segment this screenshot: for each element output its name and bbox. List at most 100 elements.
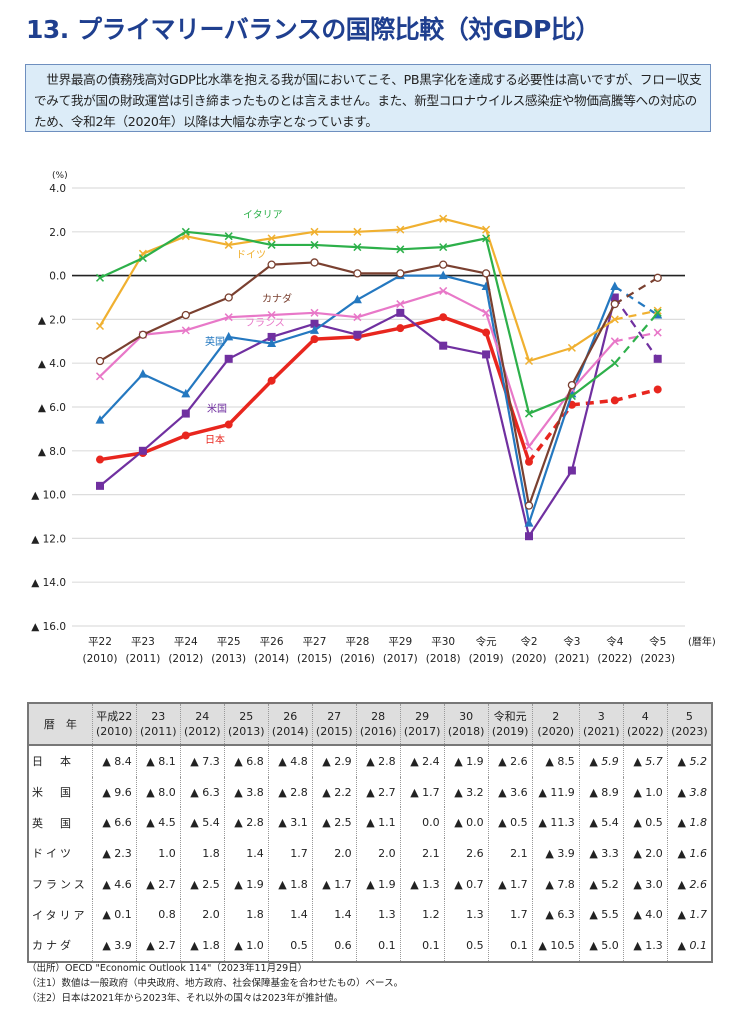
x-tick-year: (2023): [640, 653, 675, 665]
data-point: [610, 359, 619, 368]
data-point: [353, 330, 362, 339]
data-point: [481, 269, 491, 278]
x-tick-era: 令2: [520, 635, 537, 648]
data-point: [267, 240, 276, 249]
series-label: イタリア: [243, 209, 283, 221]
series-segment: [357, 228, 401, 233]
series-segment: [99, 373, 144, 421]
value-cell: ▲ 3.8: [666, 776, 712, 808]
header-era: 5: [685, 710, 693, 723]
data-point: [224, 232, 233, 241]
series-segment: [314, 261, 358, 275]
value-cell: ▲ 6.8: [223, 745, 269, 777]
data-point: [95, 321, 105, 331]
x-tick-era: 平25: [217, 636, 241, 648]
x-tick-era: 平22: [88, 636, 112, 648]
header-year: (2022): [627, 725, 664, 738]
series-segment: [442, 315, 487, 335]
note-1: （注1）数値は一般政府（中央政府、地方政府、社会保障基金を合わせたもの）ベース。: [27, 978, 404, 989]
data-point: [567, 466, 576, 475]
series-segment: [227, 379, 273, 426]
series-segment: [314, 311, 358, 319]
series-segment: [571, 318, 616, 349]
table-row: ドイツ ▲ 2.3 1.0 1.8 1.4 1.7 2.0 2.0 2.1 2.6 2.1 ▲ 3.9…: [27, 838, 712, 869]
series-segment: [614, 387, 659, 403]
value-cell: 1.2: [399, 899, 445, 931]
y-tick-label: ▲ 14.0: [31, 577, 66, 589]
data-point: [181, 326, 190, 335]
column-header: 令和元 (2019): [487, 703, 533, 746]
series-segment: [142, 373, 187, 395]
data-point: [439, 286, 448, 295]
series-label: カナダ: [262, 292, 292, 305]
x-tick-year: (2014): [254, 653, 289, 665]
data-point: [224, 354, 233, 363]
value-cell: ▲ 1.7: [311, 868, 357, 900]
series-segment: [228, 263, 273, 299]
table-row: フランス ▲ 4.6 ▲ 2.7 ▲ 2.5 ▲ 1.9 ▲ 1.8 ▲ 1.7 ▲ 1.9 ▲…: [27, 868, 712, 900]
data-point: [267, 332, 276, 341]
value-cell: ▲ 2.8: [223, 807, 269, 839]
series-segment: [442, 289, 487, 314]
value-cell: ▲ 0.0: [443, 807, 489, 839]
data-point: [482, 328, 491, 337]
series-segment: [185, 316, 230, 332]
data-point: [224, 293, 233, 302]
series-label: 日本: [205, 433, 225, 446]
data-point: [524, 518, 534, 527]
value-cell: ▲ 1.0: [223, 930, 269, 962]
value-cell: ▲ 1.3: [622, 930, 668, 962]
value-cell: 2.1: [399, 838, 445, 869]
table-row: 米 国 ▲ 9.6 ▲ 8.0 ▲ 6.3 ▲ 3.8 ▲ 2.8 ▲ 2.2 ▲ 2.7 ▲ …: [27, 776, 712, 808]
value-cell: ▲ 5.4: [179, 807, 225, 839]
value-cell: 0.8: [135, 899, 181, 931]
value-cell: ▲ 5.9: [578, 745, 624, 777]
data-point: [653, 354, 662, 363]
value-cell: ▲ 8.9: [578, 776, 624, 808]
data-point: [310, 308, 319, 317]
header-era: 26: [283, 710, 298, 723]
series-segment: [527, 393, 573, 524]
data-point: [653, 385, 662, 394]
series-segment: [228, 235, 272, 247]
series-segment: [270, 337, 316, 382]
data-point: [96, 455, 104, 464]
data-point: [396, 308, 405, 317]
data-point: [353, 269, 362, 278]
value-cell: ▲ 2.3: [91, 838, 137, 869]
data-point: [138, 254, 147, 263]
series-segment: [228, 335, 272, 345]
data-point: [95, 356, 105, 366]
header-year: (2018): [447, 725, 485, 738]
value-cell: 1.3: [443, 899, 489, 931]
series-segment: [185, 296, 230, 317]
data-point: [439, 214, 448, 223]
value-cell: ▲ 5.2: [666, 745, 712, 777]
value-cell: ▲ 2.7: [135, 930, 181, 962]
value-cell: ▲ 2.5: [179, 868, 225, 900]
value-cell: ▲ 2.9: [311, 745, 357, 777]
header-year: (2014): [271, 725, 309, 738]
country-cell: カナダ: [27, 930, 93, 962]
value-cell: ▲ 0.7: [443, 868, 489, 900]
value-cell: 1.0: [135, 838, 181, 869]
series-segment: [399, 289, 444, 306]
data-point: [610, 293, 619, 302]
series-segment: [142, 329, 186, 336]
series-segment: [357, 326, 401, 339]
summary-box: 世界最高の債務残高対GDP比水準を抱える我が国においてこそ、PB黒字化を達成する…: [25, 64, 711, 132]
data-point: [482, 234, 491, 243]
value-cell: 0.6: [311, 930, 357, 962]
notes: （出所）OECD "Economic Outlook 114"（2023年11月…: [27, 961, 403, 1006]
data-point: [224, 313, 233, 322]
y-tick-label: ▲ 12.0: [31, 533, 66, 545]
series-segment: [442, 217, 487, 231]
series-segment: [527, 384, 573, 506]
value-cell: ▲ 1.8: [666, 807, 712, 839]
header-year: (2017): [403, 725, 441, 738]
series-segment: [357, 303, 401, 319]
series-segment: [271, 230, 315, 240]
data-point: [181, 227, 190, 236]
series-label: 英国: [205, 335, 225, 348]
x-tick-year: (2019): [469, 653, 504, 665]
